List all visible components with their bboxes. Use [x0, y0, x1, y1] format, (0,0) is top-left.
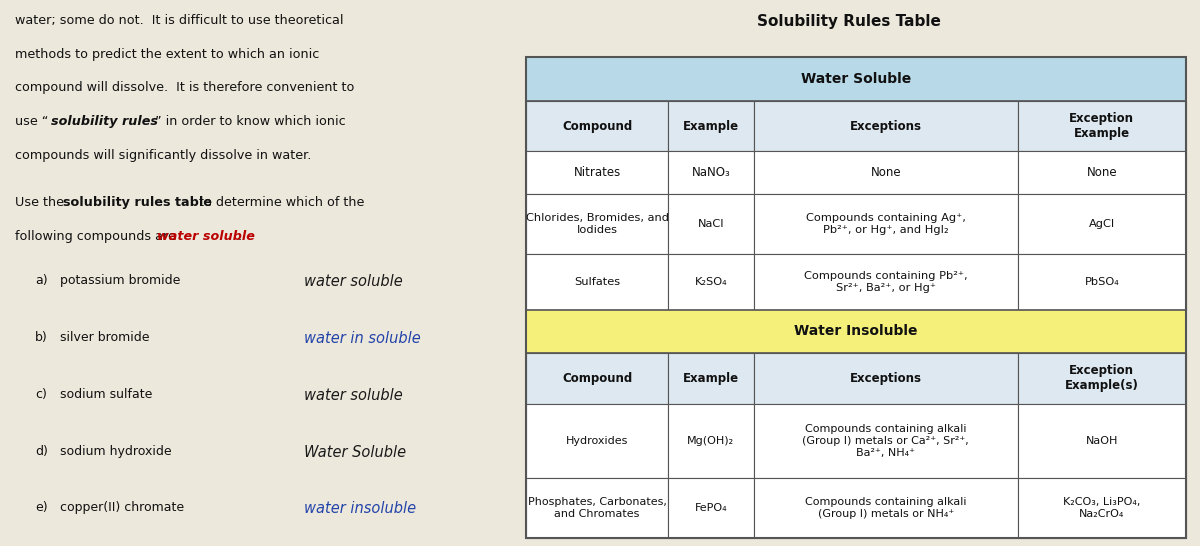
- Text: .: .: [238, 230, 242, 244]
- Text: Water Soluble: Water Soluble: [800, 72, 911, 86]
- Bar: [1018, 151, 1186, 194]
- Text: K₂SO₄: K₂SO₄: [695, 277, 727, 287]
- Text: Sulfates: Sulfates: [574, 277, 620, 287]
- Bar: [668, 353, 754, 403]
- Text: K₂CO₃, Li₃PO₄,
Na₂CrO₄: K₂CO₃, Li₃PO₄, Na₂CrO₄: [1063, 497, 1140, 519]
- Bar: [754, 254, 1018, 310]
- Text: Solubility Rules Table: Solubility Rules Table: [757, 14, 941, 28]
- Text: potassium bromide: potassium bromide: [60, 274, 180, 287]
- Bar: [754, 478, 1018, 538]
- Text: compounds will significantly dissolve in water.: compounds will significantly dissolve in…: [14, 149, 311, 162]
- Text: Exception
Example: Exception Example: [1069, 112, 1134, 140]
- Text: b): b): [35, 331, 48, 344]
- Text: Compound: Compound: [562, 120, 632, 133]
- Text: AgCl: AgCl: [1088, 219, 1115, 229]
- Bar: [526, 57, 1186, 538]
- Text: use “: use “: [14, 115, 48, 128]
- Bar: [1018, 194, 1186, 254]
- Text: e): e): [35, 501, 48, 514]
- Text: compound will dissolve.  It is therefore convenient to: compound will dissolve. It is therefore …: [14, 81, 354, 94]
- Text: Compounds containing alkali
(Group I) metals or NH₄⁺: Compounds containing alkali (Group I) me…: [805, 497, 966, 519]
- Bar: [526, 353, 668, 403]
- Bar: [1018, 403, 1186, 478]
- Text: Example: Example: [683, 372, 739, 385]
- Text: NaNO₃: NaNO₃: [691, 166, 731, 179]
- Bar: [754, 353, 1018, 403]
- Text: following compounds are: following compounds are: [14, 230, 180, 244]
- Bar: [668, 403, 754, 478]
- Bar: [526, 194, 668, 254]
- Text: water; some do not.  It is difficult to use theoretical: water; some do not. It is difficult to u…: [14, 14, 343, 27]
- Text: d): d): [35, 444, 48, 458]
- Bar: [526, 310, 1186, 353]
- Text: Use the: Use the: [14, 197, 68, 210]
- Text: Compounds containing alkali
(Group I) metals or Ca²⁺, Sr²⁺,
Ba²⁺, NH₄⁺: Compounds containing alkali (Group I) me…: [803, 424, 970, 458]
- Text: solubility rules table: solubility rules table: [62, 197, 211, 210]
- Text: Compound: Compound: [562, 372, 632, 385]
- Text: ” in order to know which ionic: ” in order to know which ionic: [155, 115, 346, 128]
- Text: Phosphates, Carbonates,
and Chromates: Phosphates, Carbonates, and Chromates: [528, 497, 666, 519]
- Text: Example: Example: [683, 120, 739, 133]
- Text: Hydroxides: Hydroxides: [566, 436, 629, 446]
- Bar: [526, 478, 668, 538]
- Text: Water Insoluble: Water Insoluble: [794, 324, 918, 339]
- Text: water insoluble: water insoluble: [304, 501, 416, 517]
- Text: solubility rules: solubility rules: [50, 115, 157, 128]
- Text: NaOH: NaOH: [1086, 436, 1118, 446]
- Text: water soluble: water soluble: [304, 388, 402, 403]
- Bar: [526, 151, 668, 194]
- Text: c): c): [35, 388, 47, 401]
- Bar: [1018, 353, 1186, 403]
- Text: copper(II) chromate: copper(II) chromate: [60, 501, 184, 514]
- Text: silver bromide: silver bromide: [60, 331, 149, 344]
- Text: sodium sulfate: sodium sulfate: [60, 388, 152, 401]
- Bar: [526, 254, 668, 310]
- Bar: [526, 57, 1186, 101]
- Bar: [754, 403, 1018, 478]
- Text: sodium hydroxide: sodium hydroxide: [60, 444, 172, 458]
- Bar: [668, 478, 754, 538]
- Text: Chlorides, Bromides, and
Iodides: Chlorides, Bromides, and Iodides: [526, 213, 668, 235]
- Text: Exception
Example(s): Exception Example(s): [1064, 364, 1139, 393]
- Text: to determine which of the: to determine which of the: [194, 197, 364, 210]
- Text: water soluble: water soluble: [157, 230, 254, 244]
- Text: Compounds containing Pb²⁺,
Sr²⁺, Ba²⁺, or Hg⁺: Compounds containing Pb²⁺, Sr²⁺, Ba²⁺, o…: [804, 271, 967, 293]
- Bar: [1018, 101, 1186, 151]
- Bar: [526, 403, 668, 478]
- Bar: [754, 151, 1018, 194]
- Text: Nitrates: Nitrates: [574, 166, 620, 179]
- Bar: [668, 101, 754, 151]
- Text: None: None: [870, 166, 901, 179]
- Text: None: None: [1086, 166, 1117, 179]
- Bar: [668, 151, 754, 194]
- Text: Exceptions: Exceptions: [850, 372, 922, 385]
- Text: NaCl: NaCl: [697, 219, 724, 229]
- Text: Mg(OH)₂: Mg(OH)₂: [688, 436, 734, 446]
- Text: FePO₄: FePO₄: [695, 503, 727, 513]
- Bar: [1018, 254, 1186, 310]
- Bar: [754, 101, 1018, 151]
- Bar: [1018, 478, 1186, 538]
- Bar: [668, 254, 754, 310]
- Text: water soluble: water soluble: [304, 274, 402, 289]
- Bar: [754, 194, 1018, 254]
- Bar: [668, 194, 754, 254]
- Text: methods to predict the extent to which an ionic: methods to predict the extent to which a…: [14, 48, 319, 61]
- Text: Exceptions: Exceptions: [850, 120, 922, 133]
- Text: water in soluble: water in soluble: [304, 331, 420, 346]
- Text: Compounds containing Ag⁺,
Pb²⁺, or Hg⁺, and HgI₂: Compounds containing Ag⁺, Pb²⁺, or Hg⁺, …: [805, 213, 966, 235]
- Text: a): a): [35, 274, 48, 287]
- Text: PbSO₄: PbSO₄: [1085, 277, 1120, 287]
- Bar: [526, 101, 668, 151]
- Text: Water Soluble: Water Soluble: [304, 444, 406, 460]
